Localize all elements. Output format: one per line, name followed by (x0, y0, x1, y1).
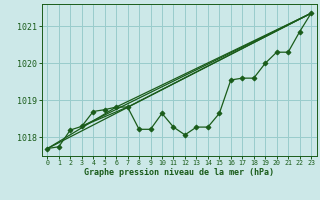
X-axis label: Graphe pression niveau de la mer (hPa): Graphe pression niveau de la mer (hPa) (84, 168, 274, 177)
